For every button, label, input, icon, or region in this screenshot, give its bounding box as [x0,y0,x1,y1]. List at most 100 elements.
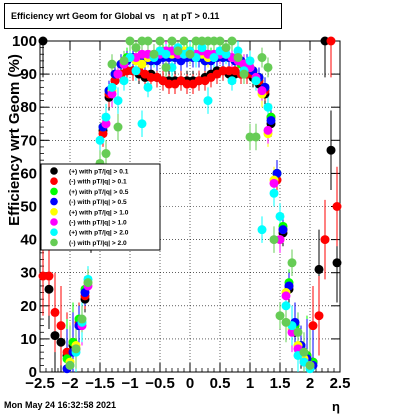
data-point [107,82,117,92]
x-tick-label: −2.5 [25,375,55,392]
data-point [221,49,231,59]
legend: (+) with pT/|q| > 0.1 (-) with pT/|q| > 0… [40,163,161,251]
data-point [332,258,342,268]
data-point [38,36,48,46]
x-tick-label: 2.5 [330,375,351,392]
data-point [233,53,243,63]
legend-label: (-) with pT/|q| > 1.0 [69,220,127,227]
data-point [233,46,243,56]
legend-label: (+) with pT/|q| > 2.0 [69,230,129,237]
data-point [113,122,123,132]
legend-label: (+) with pT/|q| > 0.1 [69,169,129,176]
data-point [281,291,291,301]
legend-marker [50,208,58,216]
data-point [113,69,123,79]
y-tick-label: 0 [29,364,37,381]
data-point [257,225,267,235]
y-tick-label: 70 [20,132,37,149]
x-tick-label: 0.5 [210,375,231,392]
data-point [251,76,261,86]
data-point [185,49,195,59]
data-point [107,59,117,69]
legend-marker [50,167,58,175]
legend-label: (-) with pT/|q| > 0.5 [69,199,127,206]
y-axis-label: Efficiency wrt Geom (%) [6,54,23,226]
legend-label: (-) with pT/|q| > 2.0 [69,240,127,247]
data-point [263,102,273,112]
data-point [50,307,60,317]
x-tick-label: 1 [246,375,254,392]
y-tick-label: 80 [20,99,37,116]
x-tick-label: 1.5 [270,375,291,392]
y-tick-label: 10 [20,331,37,348]
data-point [131,43,141,53]
y-tick-label: 20 [20,298,37,315]
data-point [209,53,219,63]
data-point [215,36,225,46]
data-point [332,202,342,211]
chart-title: Efficiency wrt Geom for Global vs η at p… [11,11,219,21]
data-point [239,69,249,79]
data-point [275,211,285,221]
data-point [326,36,336,46]
data-point [203,96,213,106]
data-point [314,311,324,321]
data-point [95,135,105,145]
data-point [83,278,93,288]
data-point [101,149,111,159]
data-point [305,360,315,370]
legend-marker [50,187,58,196]
legend-marker [50,197,58,206]
data-point [143,36,153,46]
data-point [293,327,303,337]
data-point [131,66,141,76]
title-box: Efficiency wrt Geom for Global vs η at p… [4,3,282,29]
legend-label: (+) with pT/|q| > 1.0 [69,209,129,216]
data-point [227,36,237,46]
data-point [269,235,279,245]
x-axis-label: η [332,399,340,414]
data-point [263,62,273,72]
data-point [119,56,129,66]
x-tick-label: 2 [306,375,314,392]
y-tick-label: 50 [20,199,37,216]
data-point [227,76,237,86]
data-point [101,112,111,122]
legend-marker [50,238,58,247]
data-point [107,89,117,99]
y-tick-label: 100 [12,33,37,50]
x-tick-label: −1 [121,375,138,392]
data-point [161,62,171,72]
data-point [221,43,231,53]
legend-marker [50,218,58,226]
ticks-layer: −2.5 −2 −1.5 −1 −0.5 0 0.5 1 1.5 2 2.5 0 10 20 30 40 50 6… [12,33,350,392]
data-point [257,86,267,96]
data-point [137,59,147,69]
data-point [257,53,267,63]
data-point [197,43,207,53]
x-tick-label: 0 [186,375,194,392]
data-point [266,115,276,125]
data-point [251,132,261,142]
legend-label: (-) with pT/|q| > 0.1 [69,179,127,186]
grid-layer [40,41,340,372]
footer-date: Mon May 24 16:32:58 2021 [4,400,117,410]
data-point [56,321,66,331]
data-point [113,96,123,106]
data-point [281,301,291,311]
data-point [65,360,75,370]
data-point [269,178,279,188]
data-point [44,271,54,281]
data-point [155,36,165,46]
data-point [281,317,291,327]
data-point [77,314,87,324]
y-tick-label: 30 [20,265,37,282]
y-tick-label: 60 [20,165,37,182]
data-point [50,331,60,341]
x-tick-label: −2 [61,375,78,392]
data-point [137,119,147,129]
y-tick-label: 90 [20,66,37,83]
chart-title-tail: at pT > 0.11 [170,11,220,21]
data-point [119,76,129,86]
